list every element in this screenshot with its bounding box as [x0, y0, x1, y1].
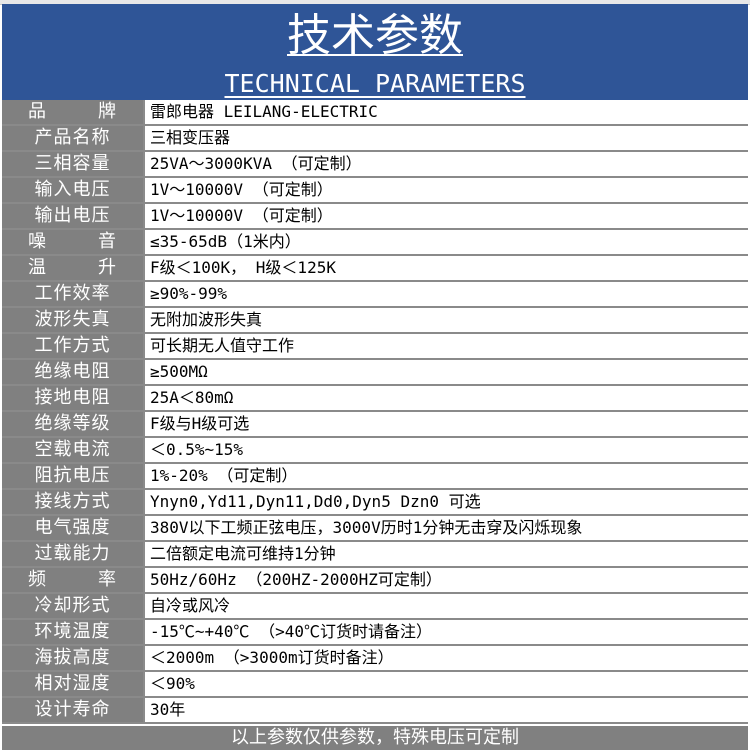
- row-label: 工作效率: [2, 282, 143, 306]
- row-value[interactable]: ＜0.5%~15%: [143, 438, 748, 462]
- row-value[interactable]: ＜90%: [143, 672, 748, 696]
- row-label: 噪 音: [2, 230, 143, 254]
- row-value[interactable]: 1%-20% （可定制）: [143, 464, 748, 488]
- table-row: 噪 音 ≤35-65dB（1米内）: [2, 230, 748, 256]
- row-label: 接线方式: [2, 490, 143, 514]
- page-subtitle: TECHNICAL PARAMETERS: [2, 70, 748, 98]
- table-row: 阻抗电压 1%-20% （可定制）: [2, 464, 748, 490]
- row-label: 温 升: [2, 256, 143, 280]
- row-value[interactable]: 380V以下工频正弦电压，3000V历时1分钟无击穿及闪烁现象: [143, 516, 748, 540]
- table-row: 绝缘等级 F级与H级可选: [2, 412, 748, 438]
- row-value[interactable]: 雷郎电器 LEILANG-ELECTRIC: [143, 100, 748, 124]
- row-value[interactable]: 25A＜80mΩ: [143, 386, 748, 410]
- row-label: 品 牌: [2, 100, 143, 124]
- row-value[interactable]: 50Hz/60Hz （200HZ-2000HZ可定制）: [143, 568, 748, 592]
- row-label: 频 率: [2, 568, 143, 592]
- row-value[interactable]: ＜2000m （>3000m订货时备注）: [143, 646, 748, 670]
- table-row: 输出电压 1V～10000V （可定制）: [2, 204, 748, 230]
- row-label: 电气强度: [2, 516, 143, 540]
- row-value[interactable]: F级与H级可选: [143, 412, 748, 436]
- row-label: 波形失真: [2, 308, 143, 332]
- row-value[interactable]: 25VA～3000KVA （可定制）: [143, 152, 748, 176]
- row-label: 三相容量: [2, 152, 143, 176]
- row-value[interactable]: F级＜100K， H级＜125K: [143, 256, 748, 280]
- row-value[interactable]: 自冷或风冷: [143, 594, 748, 618]
- table-row: 过载能力 二倍额定电流可维持1分钟: [2, 542, 748, 568]
- table-row: 空载电流 ＜0.5%~15%: [2, 438, 748, 464]
- page-title: 技术参数: [2, 10, 748, 62]
- row-value[interactable]: 无附加波形失真: [143, 308, 748, 332]
- row-label: 输入电压: [2, 178, 143, 202]
- parameter-table: 品 牌雷郎电器 LEILANG-ELECTRIC 产品名称 三相变压器 三相容量 25V…: [2, 100, 748, 724]
- footer-note: 以上参数仅供参数，特殊电压可定制: [2, 726, 748, 750]
- row-label: 环境温度: [2, 620, 143, 644]
- row-label: 设计寿命: [2, 698, 143, 722]
- table-row: 温 升 F级＜100K， H级＜125K: [2, 256, 748, 282]
- table-row: 品 牌雷郎电器 LEILANG-ELECTRIC: [2, 100, 748, 126]
- table-row: 频 率 50Hz/60Hz （200HZ-2000HZ可定制）: [2, 568, 748, 594]
- row-label: 接地电阻: [2, 386, 143, 410]
- row-value[interactable]: ≥90%-99%: [143, 282, 748, 306]
- row-value[interactable]: 二倍额定电流可维持1分钟: [143, 542, 748, 566]
- table-row: 波形失真 无附加波形失真: [2, 308, 748, 334]
- row-value[interactable]: 可长期无人值守工作: [143, 334, 748, 358]
- row-value[interactable]: ≤35-65dB（1米内）: [143, 230, 748, 254]
- table-row: 相对湿度 ＜90%: [2, 672, 748, 698]
- table-row: 电气强度 380V以下工频正弦电压，3000V历时1分钟无击穿及闪烁现象: [2, 516, 748, 542]
- row-value[interactable]: Ynyn0,Yd11,Dyn11,Dd0,Dyn5 Dzn0 可选: [143, 490, 748, 514]
- table-row: 接地电阻 25A＜80mΩ: [2, 386, 748, 412]
- table-row: 绝缘电阻 ≥500MΩ: [2, 360, 748, 386]
- row-label: 绝缘等级: [2, 412, 143, 436]
- table-row: 环境温度 -15℃~+40℃ （>40℃订货时请备注）: [2, 620, 748, 646]
- table-row: 海拔高度 ＜2000m （>3000m订货时备注）: [2, 646, 748, 672]
- row-label: 过载能力: [2, 542, 143, 566]
- row-label: 输出电压: [2, 204, 143, 228]
- table-row: 三相容量 25VA～3000KVA （可定制）: [2, 152, 748, 178]
- row-value[interactable]: 1V～10000V （可定制）: [143, 178, 748, 202]
- title-text: 技术参数: [287, 10, 463, 61]
- row-value[interactable]: 三相变压器: [143, 126, 748, 150]
- row-value[interactable]: 30年: [143, 698, 748, 722]
- row-label: 空载电流: [2, 438, 143, 462]
- subtitle-text: TECHNICAL PARAMETERS: [224, 69, 526, 98]
- header-banner: 技术参数 TECHNICAL PARAMETERS: [2, 4, 748, 100]
- row-label: 相对湿度: [2, 672, 143, 696]
- row-value[interactable]: 1V～10000V （可定制）: [143, 204, 748, 228]
- row-value[interactable]: ≥500MΩ: [143, 360, 748, 384]
- row-label: 阻抗电压: [2, 464, 143, 488]
- table-row: 工作效率 ≥90%-99%: [2, 282, 748, 308]
- table-row: 工作方式 可长期无人值守工作: [2, 334, 748, 360]
- row-label: 产品名称: [2, 126, 143, 150]
- row-value[interactable]: -15℃~+40℃ （>40℃订货时请备注）: [143, 620, 748, 644]
- table-row: 输入电压 1V～10000V （可定制）: [2, 178, 748, 204]
- row-label: 工作方式: [2, 334, 143, 358]
- table-row: 接线方式 Ynyn0,Yd11,Dyn11,Dd0,Dyn5 Dzn0 可选: [2, 490, 748, 516]
- row-label: 绝缘电阻: [2, 360, 143, 384]
- table-row: 设计寿命 30年: [2, 698, 748, 724]
- table-row: 产品名称 三相变压器: [2, 126, 748, 152]
- row-label: 冷却形式: [2, 594, 143, 618]
- row-label: 海拔高度: [2, 646, 143, 670]
- table-row: 冷却形式 自冷或风冷: [2, 594, 748, 620]
